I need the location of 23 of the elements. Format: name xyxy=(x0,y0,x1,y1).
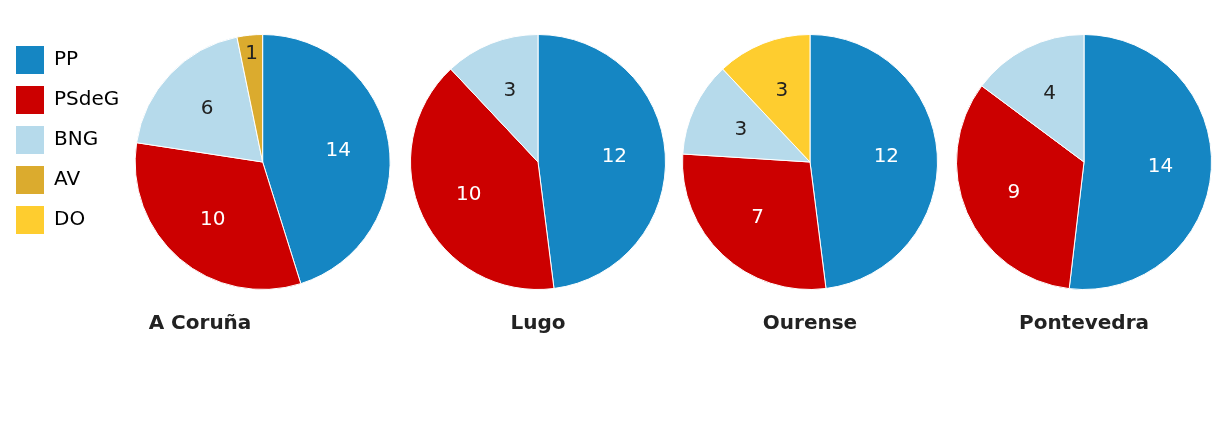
data-label: 4 xyxy=(1043,79,1057,104)
data-label: 10 xyxy=(456,180,482,205)
data-label: 12 xyxy=(601,143,628,168)
legend-label: PP xyxy=(54,46,79,71)
data-label: 14 xyxy=(1147,152,1174,177)
legend-label: DO xyxy=(54,206,86,231)
data-label: 14 xyxy=(325,136,351,161)
data-label: 9 xyxy=(1007,178,1021,203)
data-label: 3 xyxy=(734,115,748,140)
text: Lugo xyxy=(510,310,566,335)
data-label: 7 xyxy=(751,203,764,228)
text: Pontevedra xyxy=(1018,310,1150,335)
data-label: 10 xyxy=(200,206,226,231)
legend-label: AV xyxy=(54,166,81,191)
data-label: 12 xyxy=(873,143,900,168)
legend-label: BNG xyxy=(54,126,99,151)
data-label: 6 xyxy=(200,95,214,120)
legend-label: PSdeG xyxy=(54,86,120,111)
data-label: 1 xyxy=(245,40,259,65)
text: A Coruña xyxy=(148,310,252,335)
data-label: 3 xyxy=(503,77,517,102)
text: Ourense xyxy=(762,310,858,335)
data-label: 3 xyxy=(775,77,789,102)
